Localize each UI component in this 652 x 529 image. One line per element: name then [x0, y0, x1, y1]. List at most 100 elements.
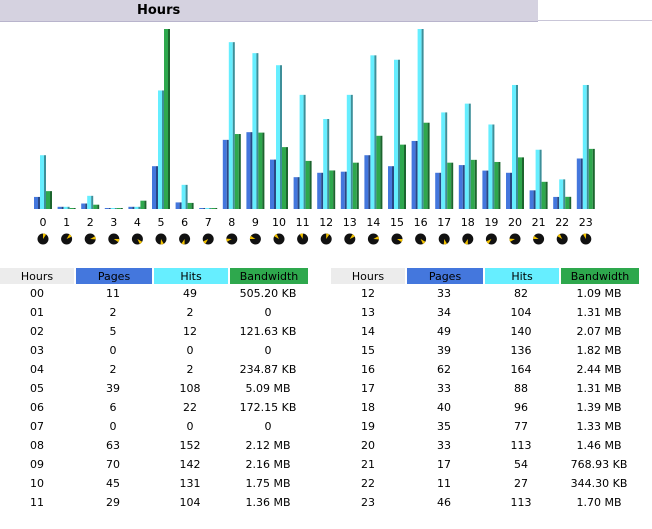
clock-icon	[84, 233, 96, 245]
bar-bandwidth-23	[588, 148, 595, 209]
bar-hits-6	[181, 184, 188, 209]
bar-hits-13	[346, 94, 353, 209]
cell-bandwidth: 1.36 MB	[245, 496, 291, 509]
col-header-bandwidth: Bandwidth	[228, 268, 308, 284]
clock-icon	[131, 233, 143, 245]
bar-pages-20	[506, 172, 512, 209]
bar-bandwidth-12	[329, 170, 336, 209]
bar-pages-17	[435, 172, 442, 209]
bar-pages-14	[364, 155, 371, 209]
clock-icon	[391, 233, 403, 245]
bar-hits-16	[417, 29, 424, 209]
col-header-pages: Pages	[405, 268, 483, 284]
clock-icon	[415, 233, 427, 245]
cell-bandwidth: 1.31 MB	[576, 306, 622, 319]
cell-hour: 17	[361, 382, 375, 395]
hour-tick-label: 3	[110, 216, 117, 229]
bar-pages-0	[34, 196, 40, 209]
bar-hits-14	[370, 55, 377, 210]
cell-bandwidth: 234.87 KB	[239, 363, 297, 376]
col-header-hits: Hits	[152, 268, 228, 284]
cell-hits: 2	[186, 306, 194, 319]
bar-pages-13	[340, 171, 347, 209]
table-row: 19 35 77 1.33 MB	[331, 417, 639, 436]
cell-pages: 5	[109, 325, 117, 338]
cell-hits: 113	[510, 496, 532, 509]
bar-hits-15	[394, 59, 400, 210]
bar-bandwidth-1	[69, 208, 76, 209]
table-row: 06 6 22 172.15 KB	[0, 398, 308, 417]
cell-hits: 0	[186, 344, 194, 357]
bar-bandwidth-20	[518, 157, 524, 209]
clock-icon	[367, 233, 379, 245]
cell-hour: 15	[361, 344, 375, 357]
clock-icon	[179, 233, 191, 245]
cell-hits: 136	[510, 344, 532, 357]
cell-hour: 22	[361, 477, 375, 490]
cell-hits: 140	[510, 325, 532, 338]
table-row: 20 33 113 1.46 MB	[331, 436, 639, 455]
clock-icon	[61, 233, 73, 245]
bar-hits-2	[87, 195, 94, 209]
bar-pages-22	[553, 196, 560, 209]
cell-hits: 54	[514, 458, 528, 471]
bar-bandwidth-21	[541, 181, 548, 209]
bar-pages-11	[293, 177, 300, 209]
bar-bandwidth-11	[305, 160, 312, 209]
clock-icon	[273, 233, 285, 245]
bar-bandwidth-4	[140, 200, 147, 209]
clock-icon	[155, 233, 167, 245]
cell-pages: 0	[109, 344, 117, 357]
hours-table-left: Hours Pages Hits Bandwidth 00 11 49 505.20 …	[0, 268, 308, 512]
clock-icon	[202, 233, 214, 245]
table-row: 18 40 96 1.39 MB	[331, 398, 639, 417]
cell-bandwidth: 2.16 MB	[245, 458, 291, 471]
cell-pages: 2	[109, 306, 117, 319]
bar-pages-3	[104, 208, 111, 209]
cell-hour: 13	[361, 306, 375, 319]
bar-pages-10	[270, 159, 276, 209]
cell-bandwidth: 2.07 MB	[576, 325, 622, 338]
bar-pages-2	[81, 203, 88, 209]
cell-bandwidth: 172.15 KB	[239, 401, 297, 414]
table-row: 08 63 152 2.12 MB	[0, 436, 308, 455]
table-row: 21 17 54 768.93 KB	[331, 455, 639, 474]
table-row: 15 39 136 1.82 MB	[331, 341, 639, 360]
bar-hits-10	[276, 65, 282, 209]
cell-bandwidth: 344.30 KB	[570, 477, 628, 490]
clock-icon	[108, 233, 120, 245]
hour-tick-label: 23	[579, 216, 593, 229]
hour-tick-label: 2	[87, 216, 94, 229]
cell-hour: 02	[30, 325, 44, 338]
bar-pages-15	[388, 166, 394, 209]
cell-pages: 70	[106, 458, 120, 471]
col-header-hits: Hits	[483, 268, 559, 284]
bar-bandwidth-10	[282, 147, 288, 209]
hour-tick-label: 6	[181, 216, 188, 229]
cell-pages: 45	[106, 477, 120, 490]
cell-bandwidth: 1.70 MB	[576, 496, 622, 509]
bar-hits-11	[299, 94, 306, 209]
cell-hits: 104	[179, 496, 201, 509]
section-title: Hours	[137, 3, 181, 18]
table-row: 12 33 82 1.09 MB	[331, 284, 639, 303]
col-header-bandwidth: Bandwidth	[559, 268, 639, 284]
bar-hits-1	[63, 206, 70, 209]
bar-bandwidth-19	[494, 161, 501, 209]
clock-icon	[485, 233, 497, 245]
cell-hits: 12	[183, 325, 197, 338]
bar-bandwidth-3	[116, 208, 123, 209]
bar-hits-9	[252, 53, 259, 210]
hour-tick-label: 13	[343, 216, 357, 229]
clock-icon	[462, 233, 474, 245]
cell-hour: 07	[30, 420, 44, 433]
table-header-row: Hours Pages Hits Bandwidth	[331, 268, 639, 284]
cell-hits: 113	[510, 439, 532, 452]
bar-hits-18	[464, 103, 471, 209]
cell-pages: 35	[437, 420, 451, 433]
cell-bandwidth: 1.75 MB	[245, 477, 291, 490]
cell-bandwidth: 1.33 MB	[576, 420, 622, 433]
cell-hour: 16	[361, 363, 375, 376]
table-row: 13 34 104 1.31 MB	[331, 303, 639, 322]
cell-bandwidth: 768.93 KB	[570, 458, 628, 471]
